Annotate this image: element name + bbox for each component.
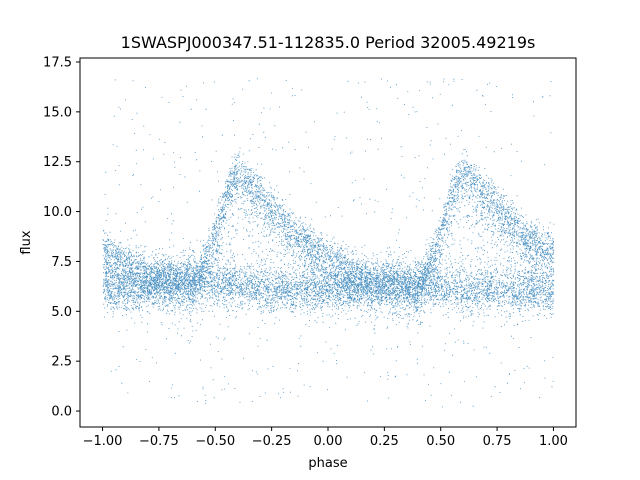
y-tick-label: 7.5 [51,255,72,270]
chart-title: 1SWASPJ000347.51-112835.0 Period 32005.4… [121,33,536,52]
x-tick-label: 0.00 [314,434,343,449]
y-tick-label: 15.0 [43,105,72,120]
y-axis-ticks: 0.0 2.5 5.0 7.5 10.0 12.5 15.0 17.5 [43,55,80,420]
y-tick-label: 12.5 [43,155,72,170]
x-tick-label: 0.75 [483,434,512,449]
x-tick-label: 0.50 [426,434,455,449]
x-axis-ticks: −1.00 −0.75 −0.50 −0.25 0.00 0.25 0.50 0.75 1.00 [83,427,568,449]
flux-scatter-points [102,78,555,408]
y-tick-label: 17.5 [43,55,72,70]
y-axis-label: flux [19,230,34,254]
x-tick-label: 0.25 [370,434,399,449]
x-tick-label: −0.25 [252,434,292,449]
x-tick-label: −1.00 [83,434,123,449]
x-tick-label: 1.00 [539,434,568,449]
y-tick-label: 2.5 [51,355,72,370]
data-points [102,78,555,408]
y-tick-label: 10.0 [43,205,72,220]
x-axis-label: phase [308,456,347,471]
x-tick-label: −0.50 [195,434,235,449]
x-tick-label: −0.75 [139,434,179,449]
y-tick-label: 5.0 [51,305,72,320]
y-tick-label: 0.0 [51,405,72,420]
